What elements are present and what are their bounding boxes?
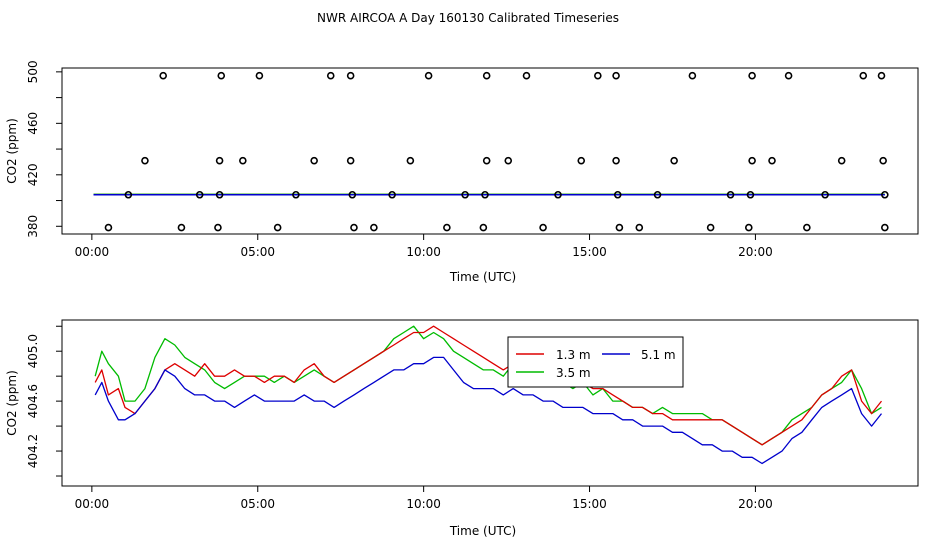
top-point-marker bbox=[215, 156, 224, 165]
top-point-marker bbox=[124, 190, 133, 199]
top-point-marker bbox=[635, 223, 644, 232]
bottom-x-axis-title: Time (UTC) bbox=[449, 524, 516, 538]
bottom-y-tick-label: 404.6 bbox=[26, 384, 40, 418]
legend-label-5-1m: 5.1 m bbox=[641, 348, 676, 362]
top-point-marker bbox=[612, 71, 620, 80]
bottom-plot-frame bbox=[61, 319, 919, 487]
top-point-marker bbox=[406, 156, 415, 165]
top-point-marker bbox=[653, 190, 662, 199]
legend-box bbox=[507, 336, 684, 388]
top-y-tick-label: 380 bbox=[26, 215, 40, 238]
bottom-x-tick-label: 15:00 bbox=[572, 497, 607, 511]
bottom-series-lines bbox=[94, 325, 883, 465]
top-point-marker bbox=[881, 190, 889, 199]
top-point-marker bbox=[613, 190, 622, 199]
top-x-axis-title: Time (UTC) bbox=[449, 270, 516, 284]
top-point-marker bbox=[612, 156, 620, 165]
top-point-marker bbox=[481, 190, 489, 199]
top-point-marker bbox=[370, 223, 378, 232]
top-point-marker bbox=[859, 71, 868, 80]
top-point-marker bbox=[744, 223, 753, 232]
top-point-marker bbox=[195, 190, 204, 199]
legend-label-3-5m: 3.5 m bbox=[556, 366, 591, 380]
top-point-marker bbox=[539, 223, 547, 232]
bottom-series-line-51m bbox=[94, 356, 883, 465]
top-point-marker bbox=[346, 156, 355, 165]
top-point-marker bbox=[784, 71, 793, 80]
top-point-marker bbox=[768, 156, 776, 165]
top-point-marker bbox=[726, 190, 735, 199]
bottom-series-line-13m bbox=[94, 325, 883, 446]
top-point-marker bbox=[217, 71, 226, 80]
top-point-marker bbox=[482, 156, 491, 165]
top-plot-frame bbox=[61, 67, 919, 235]
top-point-marker bbox=[554, 190, 562, 199]
top-point-markers bbox=[104, 71, 889, 232]
top-point-marker bbox=[821, 190, 829, 199]
chart-title: NWR AIRCOA A Day 160130 Calibrated Times… bbox=[317, 11, 619, 25]
top-point-marker bbox=[239, 156, 247, 165]
top-point-marker bbox=[877, 71, 886, 80]
top-point-marker bbox=[881, 223, 889, 232]
top-point-marker bbox=[326, 71, 335, 80]
top-y-tick-label: 420 bbox=[26, 163, 40, 186]
panel-bottom: Time (UTC) CO2 (ppm) 00:00 05:00 10:00 15:0… bbox=[5, 319, 919, 538]
top-point-marker bbox=[615, 223, 624, 232]
top-point-marker bbox=[479, 223, 488, 232]
top-point-marker bbox=[273, 223, 282, 232]
top-point-marker bbox=[214, 223, 222, 232]
top-point-marker bbox=[748, 71, 756, 80]
legend: 1.3 m 5.1 m 3.5 m bbox=[507, 336, 684, 388]
top-point-marker bbox=[746, 190, 755, 199]
bottom-y-axis-title: CO2 (ppm) bbox=[5, 370, 19, 436]
bottom-y-tick-label: 405.0 bbox=[26, 334, 40, 368]
top-point-marker bbox=[159, 71, 167, 80]
top-point-marker bbox=[292, 190, 300, 199]
top-point-marker bbox=[255, 71, 264, 80]
top-x-tick-label: 20:00 bbox=[738, 245, 773, 259]
top-axis-ticks: 00:00 05:00 10:00 15:00 20:00 380 420 460 500 bbox=[26, 60, 773, 259]
top-point-marker bbox=[177, 223, 186, 232]
bottom-x-tick-label: 20:00 bbox=[738, 497, 773, 511]
top-point-marker bbox=[388, 190, 396, 199]
top-point-marker bbox=[522, 71, 531, 80]
top-x-tick-label: 05:00 bbox=[240, 245, 275, 259]
bottom-x-tick-label: 05:00 bbox=[240, 497, 275, 511]
top-y-tick-label: 500 bbox=[26, 60, 40, 83]
top-point-marker bbox=[348, 190, 357, 199]
top-x-tick-label: 10:00 bbox=[406, 245, 441, 259]
top-point-marker bbox=[482, 71, 491, 80]
bottom-axis-ticks: 00:00 05:00 10:00 15:00 20:00 404.2 404.6 405.0 bbox=[26, 325, 773, 511]
top-point-marker bbox=[706, 223, 715, 232]
top-point-marker bbox=[346, 71, 355, 80]
top-point-marker bbox=[837, 156, 846, 165]
top-point-marker bbox=[350, 223, 358, 232]
top-x-tick-label: 00:00 bbox=[75, 245, 110, 259]
top-point-marker bbox=[215, 190, 224, 199]
top-point-marker bbox=[443, 223, 451, 232]
top-point-marker bbox=[577, 156, 586, 165]
top-point-marker bbox=[141, 156, 149, 165]
panel-top: Time (UTC) CO2 (ppm) 00:00 05:00 10:00 15:0… bbox=[5, 60, 919, 284]
bottom-x-tick-label: 10:00 bbox=[406, 497, 441, 511]
top-point-marker bbox=[504, 156, 513, 165]
top-point-marker bbox=[670, 156, 678, 165]
legend-label-1-3m: 1.3 m bbox=[556, 348, 591, 362]
top-point-marker bbox=[879, 156, 887, 165]
top-point-marker bbox=[104, 223, 113, 232]
top-point-marker bbox=[803, 223, 811, 232]
top-y-axis-title: CO2 (ppm) bbox=[5, 118, 19, 184]
top-point-marker bbox=[424, 71, 433, 80]
top-point-marker bbox=[688, 71, 697, 80]
top-y-tick-label: 460 bbox=[26, 112, 40, 135]
top-point-marker bbox=[594, 71, 602, 80]
bottom-x-tick-label: 00:00 bbox=[75, 497, 110, 511]
bottom-y-tick-label: 404.2 bbox=[26, 434, 40, 468]
top-x-tick-label: 15:00 bbox=[572, 245, 607, 259]
top-point-marker bbox=[461, 190, 469, 199]
top-point-marker bbox=[310, 156, 318, 165]
top-point-marker bbox=[748, 156, 756, 165]
